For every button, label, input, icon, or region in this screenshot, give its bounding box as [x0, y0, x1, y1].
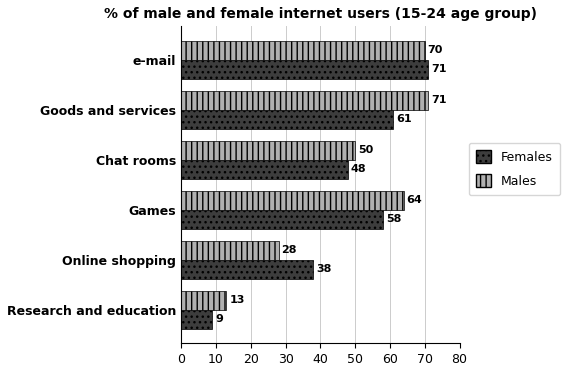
Text: 48: 48	[351, 164, 366, 174]
Bar	[181, 60, 428, 79]
Title: % of male and female internet users (15-24 age group): % of male and female internet users (15-…	[104, 7, 537, 21]
Bar	[181, 41, 424, 60]
Bar	[181, 160, 348, 179]
Bar	[181, 291, 226, 310]
Bar	[181, 310, 212, 329]
Text: 71: 71	[431, 64, 447, 74]
Text: 50: 50	[358, 145, 373, 155]
Bar	[181, 241, 279, 260]
Text: 71: 71	[431, 95, 447, 105]
Text: 70: 70	[427, 45, 443, 55]
Bar	[181, 191, 404, 210]
Text: 38: 38	[316, 264, 332, 275]
Text: 58: 58	[386, 214, 401, 224]
Bar	[181, 260, 314, 279]
Text: 64: 64	[407, 195, 422, 205]
Bar	[181, 91, 428, 110]
Bar	[181, 210, 383, 229]
Text: 28: 28	[282, 245, 297, 256]
Text: 61: 61	[396, 114, 412, 124]
Text: 9: 9	[215, 314, 223, 325]
Text: 13: 13	[229, 295, 245, 305]
Legend: Females, Males: Females, Males	[468, 143, 560, 195]
Bar	[181, 110, 393, 129]
Bar	[181, 141, 355, 160]
